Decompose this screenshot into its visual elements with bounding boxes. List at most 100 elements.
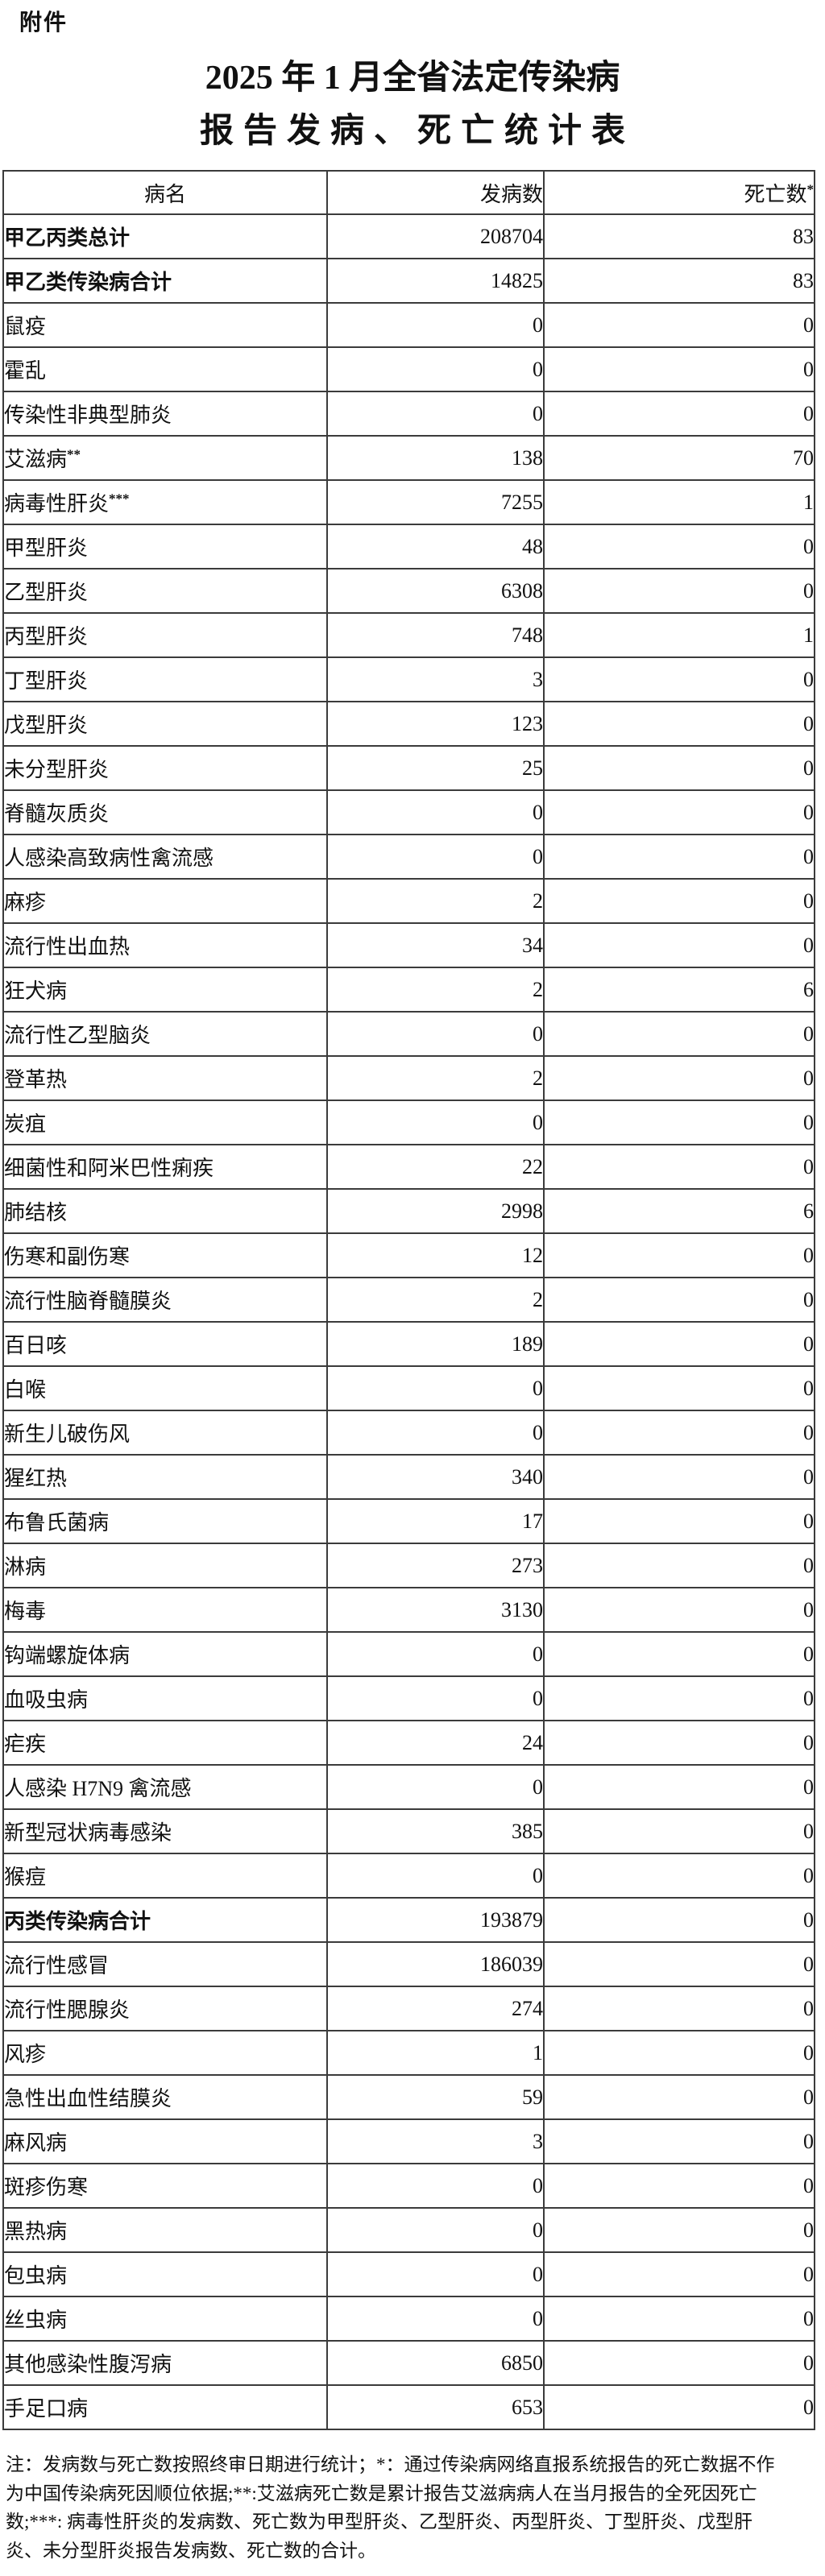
- disease-name-cell: 流行性出血热: [2, 922, 328, 968]
- table-row: 丙型肝炎 748 1: [2, 612, 815, 658]
- table-row: 梅毒 3130 0: [2, 1587, 815, 1633]
- table-row: 未分型肝炎 25 0: [2, 745, 815, 791]
- disease-name: 流行性感冒: [4, 1954, 110, 1978]
- deaths-value-cell: 0: [543, 2030, 815, 2076]
- deaths-value-cell: 0: [543, 701, 815, 747]
- disease-name-cell: 手足口病: [2, 2384, 328, 2430]
- disease-name-cell: 麻风病: [2, 2118, 328, 2164]
- deaths-value-cell: 83: [543, 213, 815, 259]
- table-row: 白喉 0 0: [2, 1365, 815, 1411]
- deaths-value-cell: 0: [543, 2074, 815, 2120]
- table-row: 炭疽 0 0: [2, 1100, 815, 1145]
- deaths-value-cell: 0: [543, 2163, 815, 2209]
- deaths-value-cell: 0: [543, 2340, 815, 2386]
- table-row: 人感染高致病性禽流感 0 0: [2, 834, 815, 880]
- cases-value-cell: 0: [326, 1631, 545, 1677]
- table-row: 人感染 H7N9 禽流感 0 0: [2, 1764, 815, 1810]
- cases-value-cell: 189: [326, 1321, 545, 1367]
- disease-name: 风疹: [4, 2043, 47, 2066]
- table-row: 麻风病 3 0: [2, 2118, 815, 2164]
- cases-value-cell: 2998: [326, 1188, 545, 1234]
- table-row: 猴痘 0 0: [2, 1853, 815, 1899]
- disease-name: 血吸虫病: [4, 1688, 89, 1712]
- cases-value-cell: 0: [326, 391, 545, 437]
- disease-name: 戊型肝炎: [4, 714, 89, 737]
- disease-name-cell: 炭疽: [2, 1100, 328, 1145]
- notes-paragraph: 注：发病数与死亡数按照终审日期进行统计；*：通过传染病网络直报系统报告的死亡数据…: [6, 2450, 823, 2565]
- cases-value-cell: 48: [326, 524, 545, 569]
- disease-name: 流行性脑脊髓膜炎: [4, 1290, 172, 1313]
- disease-name: 百日咳: [4, 1334, 68, 1357]
- table-row: 流行性乙型脑炎 0 0: [2, 1011, 815, 1057]
- disease-name: 登革热: [4, 1068, 68, 1091]
- disease-name-cell: 未分型肝炎: [2, 745, 328, 791]
- deaths-value-cell: 6: [543, 967, 815, 1013]
- deaths-value-cell: 6: [543, 1188, 815, 1234]
- disease-name-cell: 猴痘: [2, 1853, 328, 1899]
- disease-table-body: 甲乙丙类总计 208704 83 甲乙类传染病合计 14825 83 鼠疫 0 …: [2, 213, 815, 2430]
- disease-name: 新型冠状病毒感染: [4, 1821, 172, 1845]
- deaths-value-cell: 0: [543, 789, 815, 835]
- disease-name-cell: 病毒性肝炎***: [2, 479, 328, 525]
- table-row: 艾滋病** 138 70: [2, 435, 815, 481]
- disease-name: 淋病: [4, 1555, 47, 1579]
- disease-name-cell: 流行性腮腺炎: [2, 1986, 328, 2031]
- document-title: 2025 年 1 月全省法定传染病 报告发病、死亡统计表: [0, 52, 825, 158]
- disease-name: 甲乙类传染病合计: [4, 271, 172, 294]
- disease-name: 传染性非典型肺炎: [4, 404, 172, 427]
- table-header-row: 病名 发病数 死亡数*: [2, 170, 815, 215]
- table-row: 流行性腮腺炎 274 0: [2, 1986, 815, 2031]
- disease-name-cell: 戊型肝炎: [2, 701, 328, 747]
- disease-name: 手足口病: [4, 2397, 89, 2421]
- table-row: 病毒性肝炎*** 7255 1: [2, 479, 815, 525]
- disease-name: 未分型肝炎: [4, 758, 110, 781]
- deaths-value-cell: 1: [543, 612, 815, 658]
- table-row: 流行性脑脊髓膜炎 2 0: [2, 1277, 815, 1323]
- deaths-value-cell: 0: [543, 1720, 815, 1766]
- disease-name-cell: 登革热: [2, 1055, 328, 1101]
- disease-name-cell: 甲乙丙类总计: [2, 213, 328, 259]
- disease-name-cell: 斑疹伤寒: [2, 2163, 328, 2209]
- disease-name: 包虫病: [4, 2264, 68, 2288]
- disease-name: 甲乙丙类总计: [4, 226, 131, 250]
- deaths-footnote-marker: *: [806, 180, 814, 197]
- deaths-value-cell: 0: [543, 834, 815, 880]
- disease-name-cell: 钩端螺旋体病: [2, 1631, 328, 1677]
- disease-name: 布鲁氏菌病: [4, 1511, 110, 1534]
- deaths-value-cell: 0: [543, 346, 815, 392]
- cases-value-cell: 138: [326, 435, 545, 481]
- deaths-value-cell: 0: [543, 1543, 815, 1588]
- cases-value-cell: 0: [326, 346, 545, 392]
- table-row: 猩红热 340 0: [2, 1454, 815, 1500]
- table-row: 戊型肝炎 123 0: [2, 701, 815, 747]
- deaths-value-cell: 70: [543, 435, 815, 481]
- disease-name: 黑热病: [4, 2220, 68, 2243]
- deaths-value-cell: 0: [543, 1410, 815, 1456]
- disease-name: 人感染 H7N9 禽流感: [4, 1777, 192, 1800]
- cases-value-cell: 653: [326, 2384, 545, 2430]
- cases-value-cell: 2: [326, 1055, 545, 1101]
- deaths-value-cell: 0: [543, 656, 815, 702]
- table-row: 流行性出血热 34 0: [2, 922, 815, 968]
- cases-value-cell: 0: [326, 2163, 545, 2209]
- disease-name-cell: 急性出血性结膜炎: [2, 2074, 328, 2120]
- disease-name: 乙型肝炎: [4, 581, 89, 604]
- table-row: 淋病 273 0: [2, 1543, 815, 1588]
- document-title-line1: 2025 年 1 月全省法定传染病: [205, 60, 620, 97]
- cases-value-cell: 0: [326, 1764, 545, 1810]
- disease-name: 甲型肝炎: [4, 536, 89, 560]
- disease-name-cell: 血吸虫病: [2, 1675, 328, 1721]
- deaths-value-cell: 0: [543, 391, 815, 437]
- disease-name: 细菌性和阿米巴性痢疾: [4, 1157, 214, 1180]
- table-row: 甲乙类传染病合计 14825 83: [2, 258, 815, 304]
- disease-name: 新生儿破伤风: [4, 1423, 131, 1446]
- table-row: 霍乱 0 0: [2, 346, 815, 392]
- deaths-value-cell: 0: [543, 1011, 815, 1057]
- table-row: 传染性非典型肺炎 0 0: [2, 391, 815, 437]
- table-row: 乙型肝炎 6308 0: [2, 568, 815, 614]
- disease-name: 霍乱: [4, 359, 47, 383]
- disease-name-cell: 狂犬病: [2, 967, 328, 1013]
- disease-name-cell: 甲乙类传染病合计: [2, 258, 328, 304]
- disease-name-cell: 丙类传染病合计: [2, 1897, 328, 1943]
